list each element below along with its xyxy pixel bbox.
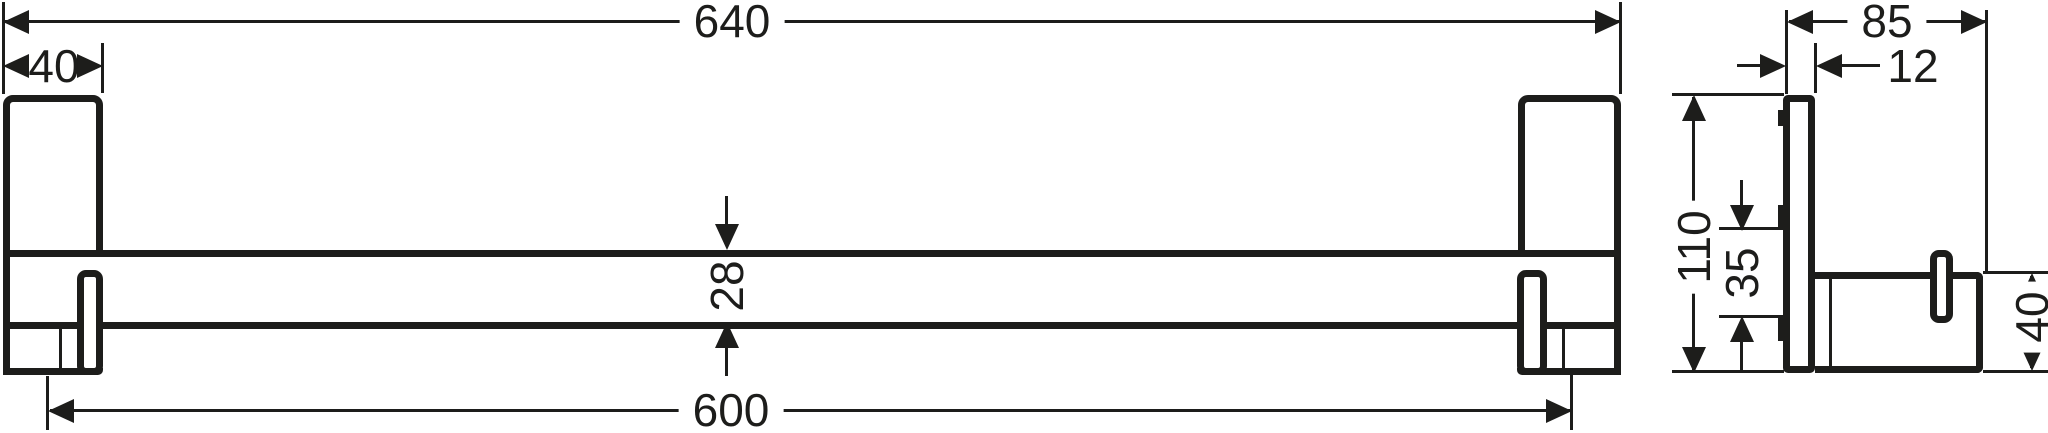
dim-label-overall-height: 110 — [1668, 200, 1720, 294]
arrow-down-icon — [1730, 205, 1754, 231]
leader-line — [1737, 64, 1762, 67]
right-bracket-body — [1518, 95, 1621, 257]
bar-bottom-edge — [3, 322, 1621, 329]
dim-label-overall-depth: 85 — [1847, 0, 1927, 46]
plate-nub — [1778, 205, 1784, 228]
support-arm — [1815, 272, 1983, 373]
ext-line — [1985, 10, 1988, 271]
dim-line-640 — [5, 20, 1619, 23]
plate-nub — [1778, 110, 1784, 126]
wall-plate — [1783, 95, 1815, 373]
leader-line — [725, 196, 728, 226]
ext-line — [1785, 10, 1788, 94]
leader-line — [1842, 64, 1880, 67]
leader-line — [725, 346, 728, 376]
arrow-left-icon — [48, 399, 74, 423]
ext-line — [1983, 370, 2048, 373]
leader-line — [1740, 180, 1743, 207]
arrow-down-icon — [1682, 347, 1706, 373]
right-bracket-wall — [1614, 250, 1621, 375]
right-foot-inner-line — [1562, 325, 1565, 371]
arrow-left-icon — [1787, 10, 1813, 34]
arm-joint-line — [1829, 279, 1832, 366]
dim-label-lower-offset: 35 — [1716, 247, 1768, 299]
arrow-left-icon — [1816, 54, 1842, 78]
ext-line — [1814, 43, 1817, 93]
dim-label-plate-thickness: 12 — [1887, 40, 1939, 92]
leader-line — [1740, 340, 1743, 370]
dim-label-overall-width: 640 — [679, 0, 785, 46]
side-view: 85 12 110 35 40 — [1650, 0, 2048, 433]
dim-label-bracket-width: 40 — [28, 40, 80, 92]
ground-line — [1672, 370, 1784, 373]
left-mounting-post — [77, 270, 103, 375]
dim-label-bar-height: 28 — [701, 260, 753, 312]
right-mounting-post — [1517, 270, 1547, 375]
dim-label-arm-height: 40 — [2006, 281, 2048, 353]
arrow-up-icon — [1730, 316, 1754, 342]
arrow-right-icon — [1595, 10, 1621, 34]
ext-line — [46, 376, 49, 430]
ext-line — [2, 2, 5, 94]
front-view: 640 40 28 600 — [2, 0, 1622, 433]
arrow-up-icon — [1682, 95, 1706, 121]
arrow-right-icon — [77, 54, 103, 78]
dim-line-600 — [50, 409, 1570, 412]
left-foot-inner-line — [59, 325, 62, 371]
left-bracket-foot — [3, 368, 103, 375]
ext-line — [1619, 2, 1622, 94]
arrow-down-icon — [715, 224, 739, 250]
bar-top-edge — [3, 250, 1621, 257]
arrow-right-icon — [1760, 54, 1786, 78]
left-bracket-wall — [3, 250, 10, 375]
arrow-left-icon — [3, 54, 29, 78]
arrow-right-icon — [1961, 10, 1987, 34]
arrow-left-icon — [3, 10, 29, 34]
left-bracket-body — [3, 95, 103, 257]
plate-nub — [1778, 318, 1784, 341]
arrow-right-icon — [1546, 399, 1572, 423]
bar-cross-section — [1930, 250, 1953, 323]
dim-label-fixing-centers: 600 — [678, 385, 784, 433]
arrow-up-icon — [715, 322, 739, 348]
right-bracket-foot — [1517, 368, 1621, 375]
tick-line — [1672, 93, 1784, 96]
ext-line — [1983, 271, 2048, 274]
